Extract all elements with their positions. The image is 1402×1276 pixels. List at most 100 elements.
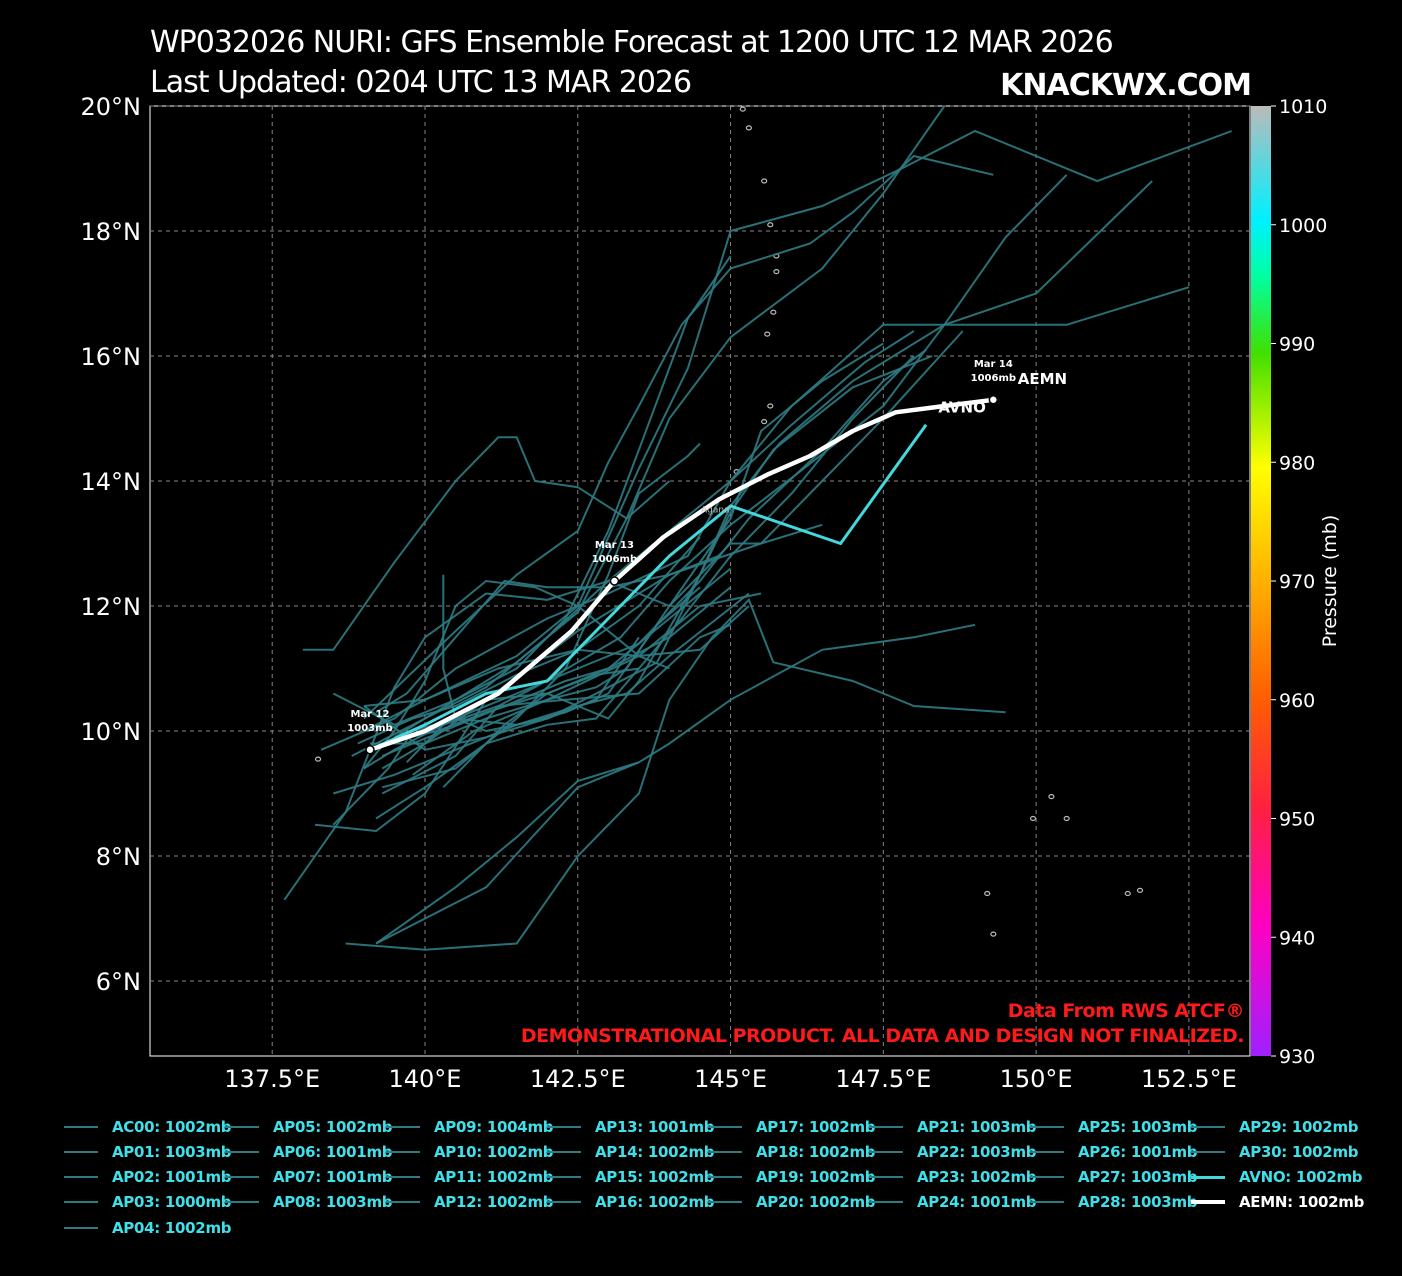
legend-swatch <box>869 1125 903 1128</box>
island <box>1136 887 1144 893</box>
legend-item: AP23: 1002mb <box>869 1165 1037 1190</box>
point-pressure: 1006mb <box>592 554 637 565</box>
legend-swatch <box>1030 1125 1064 1128</box>
legend-label: AP11: 1002mb <box>434 1168 554 1187</box>
legend-item: AP11: 1002mb <box>386 1165 554 1190</box>
island <box>761 419 768 425</box>
legend-label: AP23: 1002mb <box>917 1168 1037 1187</box>
legend-swatch <box>1030 1150 1064 1153</box>
member-track <box>363 579 670 770</box>
member-track <box>381 442 701 789</box>
legend-item: AEMN: 1002mb <box>1191 1190 1364 1215</box>
legend-swatch <box>708 1176 742 1179</box>
legend-label: AP06: 1001mb <box>273 1142 393 1161</box>
axis-ticks: 137.5°E 140°E 142.5°E 145°E 147.5°E 150°E 152.… <box>81 93 1237 1093</box>
lon-tick-label: 150°E <box>1000 1065 1073 1093</box>
legend-item: AP02: 1001mb <box>64 1165 232 1190</box>
aemn-point <box>365 745 375 755</box>
member-track <box>375 761 640 945</box>
legend-item: AP13: 1001mb <box>547 1114 715 1139</box>
legend-swatch <box>1030 1201 1064 1204</box>
legend-swatch <box>547 1150 581 1153</box>
legend-label: AP17: 1002mb <box>756 1117 876 1136</box>
legend-item: AP14: 1002mb <box>547 1139 715 1164</box>
island <box>767 222 774 228</box>
lat-tick-label: 20°N <box>81 93 142 121</box>
island <box>739 106 746 112</box>
legend-item: AP04: 1002mb <box>64 1215 232 1240</box>
chart-title: WP032026 NURI: GFS Ensemble Forecast at … <box>150 25 1114 60</box>
legend-label: AP16: 1002mb <box>595 1193 715 1212</box>
data-credit: Data From RWS ATCF® <box>1007 1000 1245 1022</box>
island <box>314 756 322 762</box>
member-track <box>357 536 701 745</box>
legend-label: AP15: 1002mb <box>595 1168 715 1187</box>
island <box>1029 815 1037 822</box>
colorbar-tick-label: 960 <box>1279 690 1315 712</box>
legend-label: AP26: 1001mb <box>1078 1142 1198 1161</box>
legend-item: AP05: 1002mb <box>225 1114 393 1139</box>
member-track <box>405 623 731 763</box>
legend-swatch <box>869 1150 903 1153</box>
island <box>984 890 991 897</box>
member-track <box>381 567 732 745</box>
legend-item: AP08: 1003mb <box>225 1190 393 1215</box>
legend-swatch <box>386 1150 420 1153</box>
legend-swatch <box>869 1201 903 1204</box>
avno-track <box>369 423 928 752</box>
lat-tick-label: 8°N <box>96 843 141 871</box>
member-track <box>314 355 933 833</box>
legend-swatch <box>225 1125 259 1128</box>
legend-item: AP29: 1002mb <box>1191 1114 1359 1139</box>
legend-item: AP22: 1003mb <box>869 1139 1037 1164</box>
legend-item: AC00: 1002mb <box>64 1114 232 1139</box>
member-track <box>375 555 719 714</box>
last-updated: Last Updated: 0204 UTC 13 MAR 2026 <box>150 65 692 100</box>
legend: AC00: 1002mb AP01: 1003mb AP02: 1001mb AP03… <box>64 1114 1364 1264</box>
colorbar-tick-label: 970 <box>1279 571 1315 593</box>
lat-tick-label: 12°N <box>81 593 142 621</box>
legend-item: AP10: 1002mb <box>386 1139 554 1164</box>
colorbar-label: Pressure (mb) <box>1319 515 1341 648</box>
legend-label: AP04: 1002mb <box>112 1218 232 1237</box>
member-track <box>442 667 640 788</box>
island <box>764 331 771 337</box>
legend-swatch <box>708 1150 742 1153</box>
lon-tick-label: 145°E <box>694 1065 767 1093</box>
point-pressure: 1003mb <box>347 723 392 734</box>
member-track <box>375 623 976 945</box>
legend-swatch <box>386 1201 420 1204</box>
lat-tick-label: 6°N <box>96 968 141 996</box>
legend-swatch <box>547 1125 581 1128</box>
lat-tick-label: 14°N <box>81 468 142 496</box>
legend-item: AP07: 1001mb <box>225 1165 393 1190</box>
point-date: Mar 13 <box>595 540 634 551</box>
legend-swatch <box>1191 1175 1225 1179</box>
track-end-label: AEMN <box>1018 370 1067 388</box>
legend-label: AP29: 1002mb <box>1239 1117 1359 1136</box>
legend-swatch <box>386 1176 420 1179</box>
lat-tick-label: 10°N <box>81 718 142 746</box>
legend-swatch <box>708 1125 742 1128</box>
legend-label: AP05: 1002mb <box>273 1117 393 1136</box>
island <box>761 178 768 184</box>
colorbar-tick-label: 990 <box>1279 334 1315 356</box>
legend-item: AP18: 1002mb <box>708 1139 876 1164</box>
point-pressure: 1006mb <box>971 373 1016 384</box>
legend-item: AP28: 1003mb <box>1030 1190 1198 1215</box>
legend-item: AP25: 1003mb <box>1030 1114 1198 1139</box>
island <box>1063 815 1070 822</box>
lon-tick-label: 147.5°E <box>835 1065 931 1093</box>
legend-label: AP24: 1001mb <box>917 1193 1037 1212</box>
legend-swatch <box>869 1176 903 1179</box>
legend-item: AVNO: 1002mb <box>1191 1165 1363 1190</box>
legend-swatch <box>1191 1150 1225 1153</box>
legend-label: AC00: 1002mb <box>112 1117 232 1136</box>
aemn-line <box>369 397 994 752</box>
legend-label: AP02: 1001mb <box>112 1168 232 1187</box>
legend-label: AVNO: 1002mb <box>1239 1168 1363 1187</box>
aemn-point <box>988 395 999 405</box>
legend-item: AP24: 1001mb <box>869 1190 1037 1215</box>
legend-label: AP14: 1002mb <box>595 1142 715 1161</box>
